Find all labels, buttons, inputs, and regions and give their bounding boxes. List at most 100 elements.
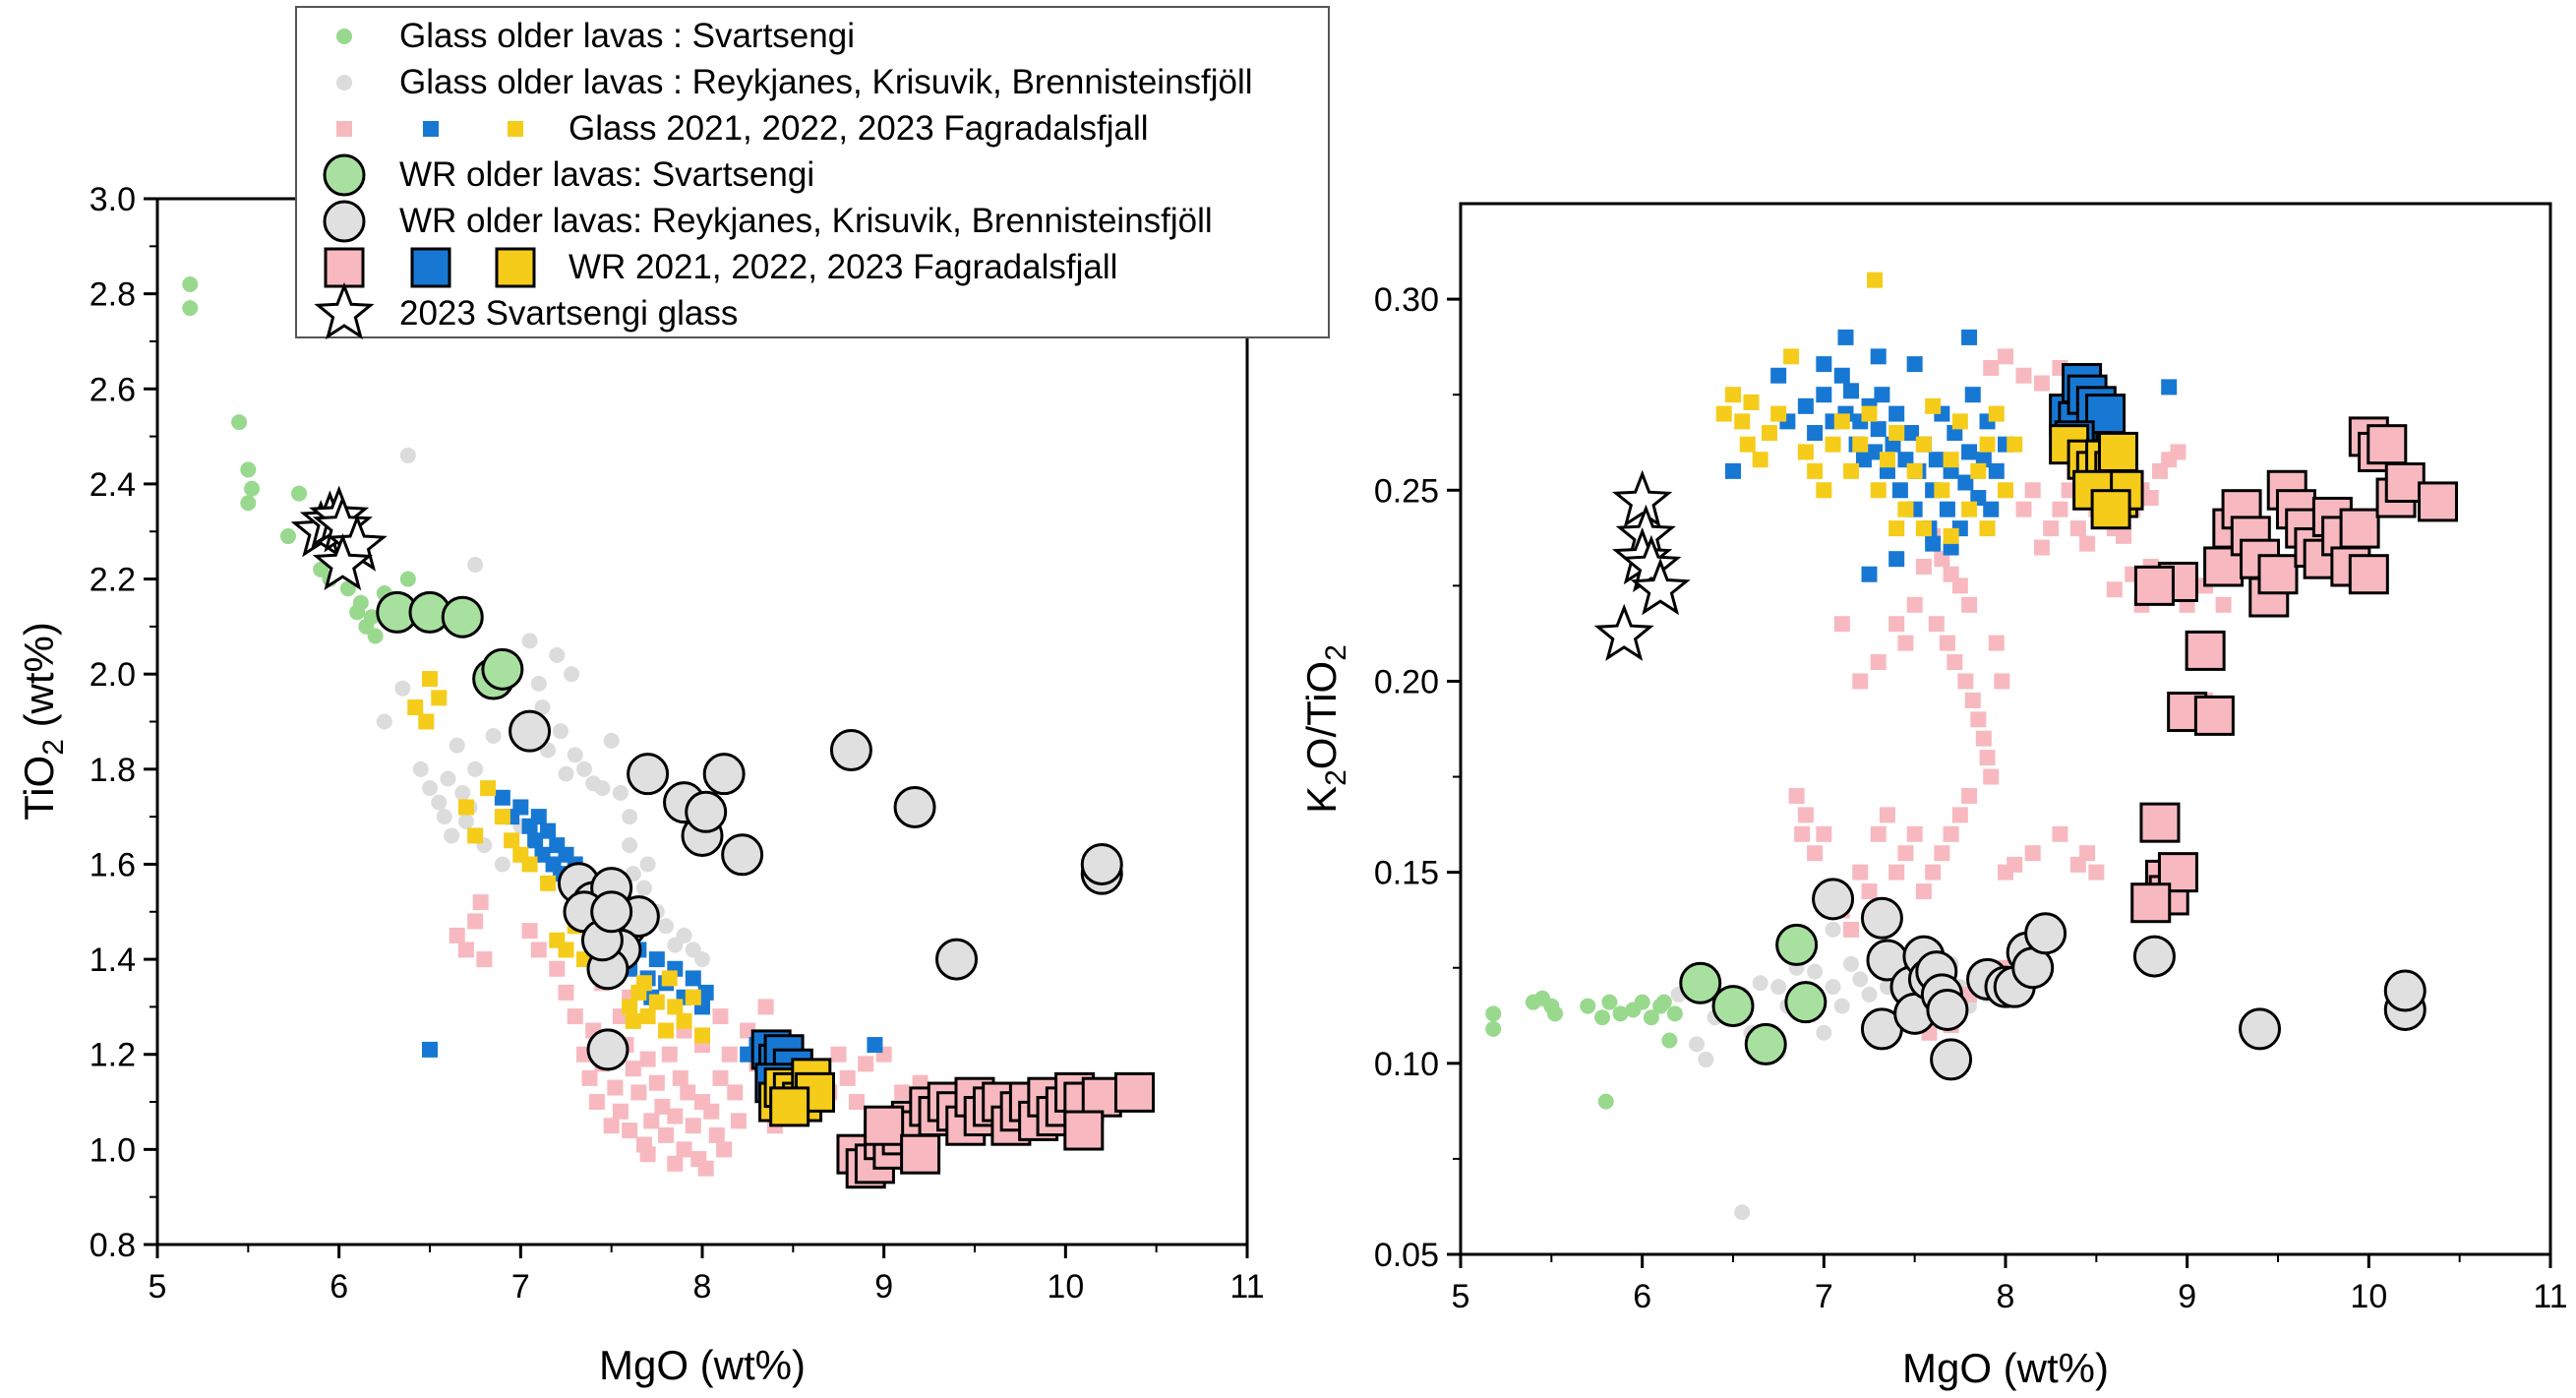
- right-data-point: [1630, 558, 1691, 616]
- left-data-point: [612, 784, 629, 801]
- left-data-point: [727, 1084, 744, 1101]
- left-data-point: [394, 680, 411, 697]
- right-data-point: [1947, 654, 1963, 671]
- right-data-point: [1816, 482, 1832, 499]
- legend-label: Glass 2021, 2022, 2023 Fagradalsfjall: [569, 109, 1149, 148]
- right-data-point: [2069, 520, 2086, 537]
- left-data-point: [540, 822, 557, 839]
- right-data-point: [2139, 802, 2181, 843]
- right-y-tick-label: 0.10: [1374, 1046, 1439, 1083]
- right-series-star: [1593, 469, 1691, 661]
- right-data-point: [2170, 444, 2187, 460]
- right-data-point: [1689, 1036, 1706, 1053]
- left-data-point: [530, 942, 547, 958]
- left-data-point: [440, 770, 456, 787]
- right-data-point: [1816, 356, 1832, 373]
- left-data-point: [703, 1103, 720, 1120]
- right-data-point: [1634, 994, 1650, 1010]
- left-data-point: [702, 753, 746, 796]
- right-data-point: [2033, 375, 2050, 392]
- left-data-point: [549, 646, 566, 663]
- legend-item-glass-svartsengi: Glass older lavas : Svartsengi: [297, 14, 1328, 59]
- right-data-point: [2024, 912, 2067, 955]
- left-data-point: [530, 809, 547, 825]
- left-data-point: [467, 557, 484, 574]
- right-data-point: [1794, 825, 1811, 842]
- left-x-tick-label: 11: [1229, 1268, 1264, 1306]
- right-data-point: [1870, 348, 1887, 365]
- legend-marker-symbol: [324, 247, 365, 288]
- left-data-point: [658, 1126, 675, 1143]
- right-data-point: [2097, 431, 2138, 472]
- right-data-point: [1951, 807, 1968, 823]
- right-data-point: [1852, 971, 1869, 988]
- right-data-point: [1897, 501, 1914, 517]
- left-x-axis-label: MgO (wt%): [599, 1342, 806, 1388]
- left-data-point: [504, 832, 520, 849]
- right-data-point: [2339, 508, 2380, 549]
- left-data-point: [654, 1098, 671, 1115]
- right-data-point: [1860, 896, 1903, 940]
- left-data-point: [530, 675, 547, 692]
- right-data-point: [1939, 635, 1955, 651]
- left-data-point: [467, 827, 484, 844]
- left-data-point: [694, 951, 710, 968]
- right-data-point: [1734, 413, 1751, 430]
- legend-item-wr-reykjanes: WR older lavas: Reykjanes, Krisuvik, Bre…: [297, 199, 1328, 244]
- left-data-point: [457, 799, 474, 816]
- right-data-point: [1861, 405, 1878, 422]
- left-series-big-circle: [509, 709, 1123, 1071]
- right-data-point: [1915, 558, 1932, 575]
- legend-label: WR older lavas: Svartsengi: [399, 155, 815, 194]
- left-data-point: [454, 784, 471, 801]
- right-scatter-points: [1485, 272, 2459, 1221]
- right-data-point: [1788, 787, 1805, 804]
- left-data-point: [829, 728, 872, 771]
- legend-marker-symbol: [336, 121, 352, 137]
- right-data-point: [1797, 397, 1814, 414]
- left-y-tick-label: 1.8: [90, 752, 136, 789]
- right-data-point: [1597, 1093, 1614, 1110]
- right-data-point: [1739, 436, 1756, 453]
- legend-label: Glass older lavas : Svartsengi: [399, 17, 855, 55]
- right-data-point: [1852, 864, 1869, 881]
- right-data-point: [1861, 883, 1878, 900]
- left-data-point: [534, 699, 551, 716]
- left-y-tick-label: 2.2: [90, 562, 136, 599]
- right-data-point: [1928, 616, 1945, 633]
- right-data-point: [1961, 329, 1978, 345]
- left-data-point: [603, 732, 620, 749]
- left-data-point: [864, 1105, 905, 1146]
- right-data-point: [1833, 367, 1850, 384]
- left-data-point: [667, 1108, 684, 1124]
- left-data-point: [279, 528, 296, 545]
- left-data-point: [839, 1069, 856, 1086]
- right-data-point: [1897, 845, 1914, 862]
- left-data-point: [512, 799, 529, 816]
- right-data-point: [1934, 482, 1950, 499]
- right-data-point: [1906, 462, 1923, 479]
- right-data-point: [1964, 692, 1981, 708]
- left-data-point: [444, 827, 460, 844]
- left-data-point: [721, 1046, 738, 1063]
- left-data-point: [558, 765, 574, 782]
- right-data-point: [2383, 969, 2426, 1012]
- left-data-point: [457, 942, 474, 958]
- left-data-point: [712, 1069, 729, 1086]
- right-data-point: [1888, 551, 1905, 568]
- right-data-point: [2348, 554, 2389, 595]
- right-x-tick-label: 11: [2533, 1278, 2567, 1315]
- right-data-point: [1915, 520, 1932, 537]
- legend: Glass older lavas : Svartsengi Glass old…: [295, 6, 1330, 340]
- left-data-point: [476, 951, 493, 968]
- right-series-small-square: [1715, 272, 2023, 544]
- right-data-point: [1983, 501, 2000, 517]
- legend-marker-symbol: [336, 29, 352, 44]
- right-data-point: [1988, 462, 2005, 479]
- right-data-point: [1915, 436, 1932, 453]
- right-data-point: [1816, 1024, 1832, 1041]
- legend-marker-symbol: [336, 75, 352, 91]
- right-data-point: [1661, 1032, 1678, 1049]
- legend-marker-symbol: [323, 153, 366, 197]
